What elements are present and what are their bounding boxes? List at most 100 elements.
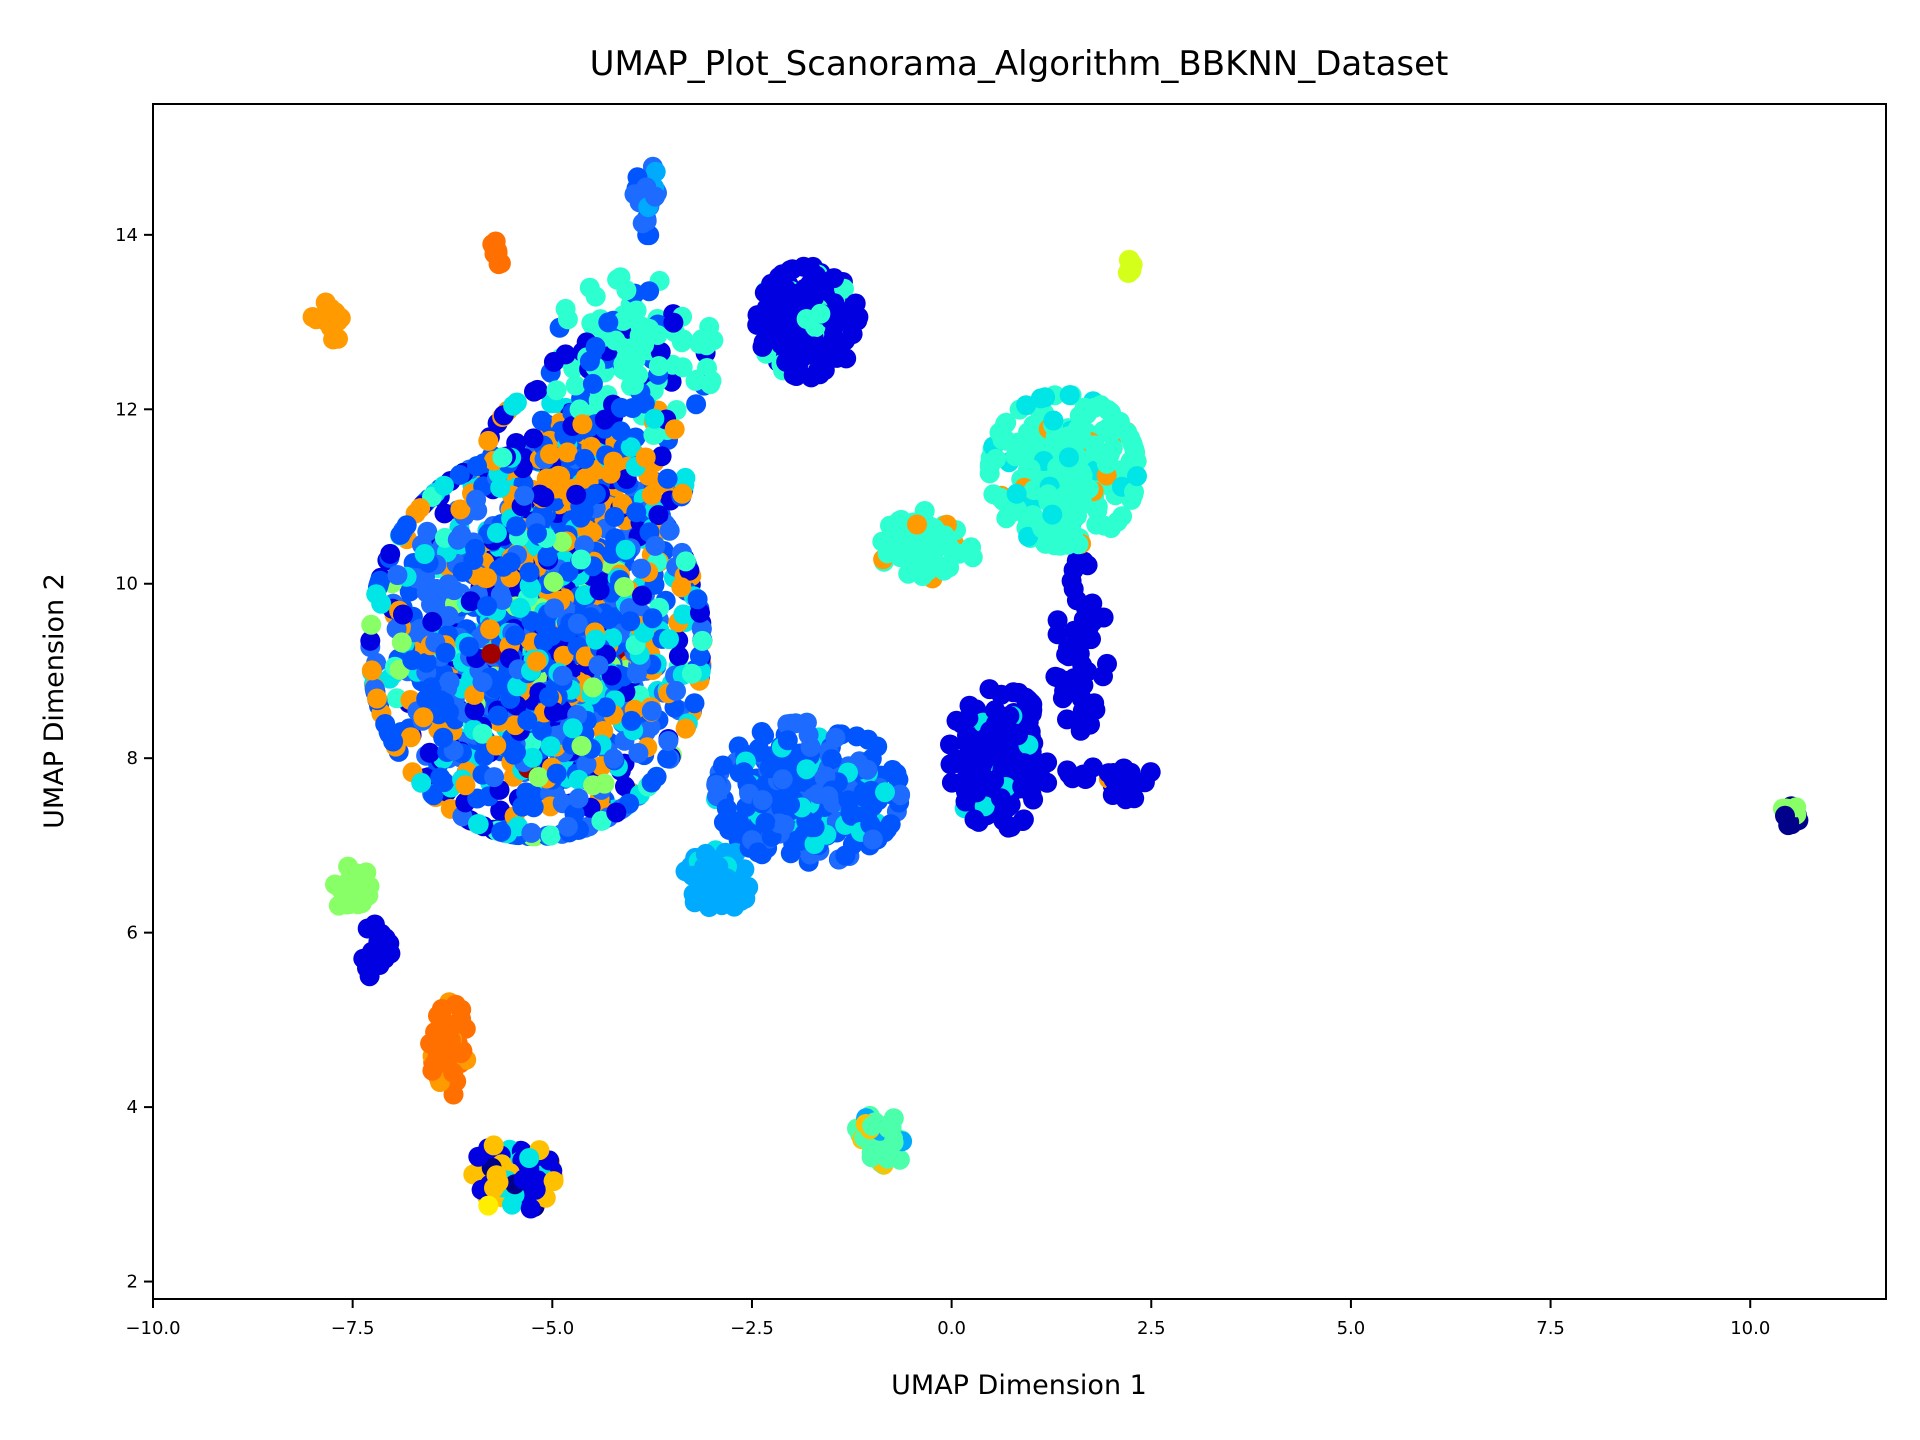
scatter-point — [571, 735, 592, 756]
scatter-point — [402, 650, 423, 671]
scatter-point — [1140, 762, 1161, 783]
scatter-point — [1012, 776, 1033, 797]
scatter-point — [521, 822, 542, 843]
scatter-point — [1058, 646, 1079, 667]
scatter-point — [780, 794, 800, 815]
scatter-point — [339, 880, 360, 901]
scatter-point — [527, 379, 548, 400]
scatter-point — [1038, 484, 1059, 505]
scatter-point — [591, 810, 612, 831]
scatter-point — [845, 293, 866, 314]
scatter-point — [718, 873, 739, 894]
scatter-point — [733, 762, 754, 783]
scatter-point — [594, 773, 615, 794]
scatter-point — [671, 577, 692, 598]
scatter-point — [668, 646, 689, 667]
scatter-point — [514, 485, 535, 506]
scatter-point — [1120, 767, 1141, 788]
x-tick-label: 0.0 — [937, 1318, 966, 1339]
scatter-point — [483, 1135, 504, 1156]
scatter-point — [537, 546, 558, 567]
scatter-point — [748, 842, 768, 863]
scatter-point — [1018, 690, 1039, 711]
scatter-point — [484, 767, 505, 788]
scatter-point — [534, 487, 555, 508]
scatter-point — [438, 574, 459, 595]
scatter-point — [1087, 500, 1108, 521]
scatter-point — [421, 677, 442, 698]
scatter-point — [941, 772, 962, 793]
scatter-point — [434, 475, 454, 496]
scatter-point — [410, 498, 431, 519]
scatter-point — [1057, 760, 1078, 781]
scatter-point — [490, 477, 511, 498]
scatter-point — [1124, 481, 1144, 502]
scatter-point — [875, 782, 895, 803]
scatter-point — [468, 814, 489, 835]
scatter-point — [1004, 723, 1025, 744]
scatter-point — [613, 353, 634, 374]
scatter-point — [1054, 485, 1075, 506]
scatter-point — [1069, 405, 1090, 426]
scatter-point — [684, 693, 705, 714]
scatter-point — [815, 272, 836, 293]
scatter-point — [632, 213, 653, 234]
scatter-point — [579, 277, 600, 298]
scatter-point — [949, 543, 969, 564]
scatter-point — [1061, 677, 1082, 698]
scatter-point — [464, 700, 485, 721]
scatter-point — [917, 560, 938, 581]
scatter-point — [557, 816, 578, 837]
scatter-point — [687, 589, 708, 610]
scatter-point — [1037, 752, 1058, 773]
scatter-point — [492, 589, 513, 610]
scatter-point — [1775, 805, 1795, 826]
scatter-point — [713, 755, 733, 776]
scatter-point — [959, 695, 980, 716]
scatter-point — [1082, 593, 1103, 614]
scatter-point — [692, 630, 713, 651]
scatter-point — [565, 375, 586, 396]
scatter-point — [367, 945, 388, 966]
scatter-point — [364, 914, 385, 935]
scatter-point — [672, 357, 693, 378]
scatter-point — [480, 619, 501, 640]
scatter-point — [600, 463, 621, 484]
scatter-point — [775, 278, 796, 299]
scatter-point — [523, 797, 544, 818]
scatter-point — [1058, 447, 1079, 468]
scatter-point — [521, 578, 542, 599]
scatter-point — [445, 994, 466, 1015]
scatter-point — [616, 280, 637, 301]
scatter-point — [468, 1146, 489, 1167]
scatter-point — [557, 442, 578, 463]
scatter-point — [433, 727, 454, 748]
scatter-point — [439, 671, 460, 692]
scatter-point — [823, 332, 843, 353]
scatter-point — [657, 748, 678, 769]
scatter-point — [1013, 809, 1034, 830]
scatter-point — [675, 551, 696, 572]
scatter-point — [986, 448, 1006, 469]
scatter-point — [585, 629, 606, 650]
scatter-point — [383, 731, 404, 752]
scatter-point — [467, 456, 487, 476]
scatter-point — [777, 714, 798, 735]
scatter-point — [626, 663, 647, 684]
scatter-point — [459, 636, 479, 657]
scatter-point — [640, 716, 661, 737]
scatter-point — [520, 1198, 541, 1219]
scatter-point — [488, 1172, 509, 1193]
y-tick-label: 4 — [127, 1097, 138, 1118]
scatter-point — [1098, 400, 1119, 421]
scatter-point — [361, 660, 382, 681]
x-axis: −10.0 −7.5 −5.0 −2.5 0.0 2.5 5.0 7.5 10.0 — [125, 1299, 1770, 1339]
scatter-point — [460, 591, 481, 612]
scatter-point — [439, 702, 459, 723]
scatter-point — [558, 561, 579, 582]
scatter-point — [544, 701, 564, 722]
scatter-point — [880, 814, 901, 835]
scatter-point — [546, 380, 567, 401]
scatter-point — [486, 522, 507, 543]
scatter-point — [1107, 511, 1128, 532]
